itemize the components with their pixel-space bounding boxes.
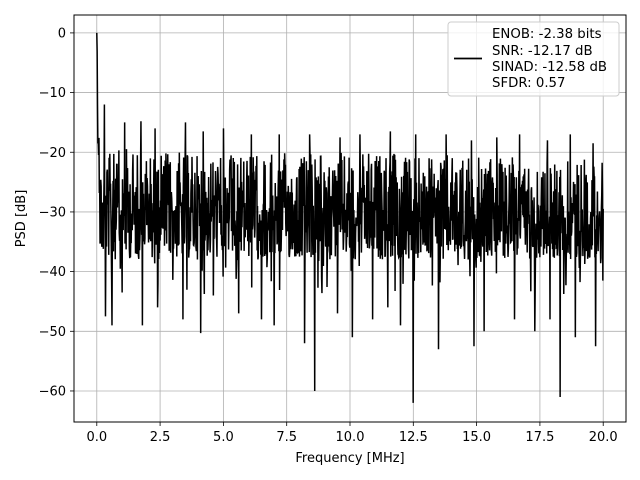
legend-line-snr: SNR: -12.17 dB — [492, 44, 593, 59]
x-tick-label: 17.5 — [525, 430, 554, 445]
x-tick-label: 7.5 — [276, 430, 297, 445]
y-tick-label: −30 — [39, 205, 66, 220]
psd-series-line — [96, 32, 604, 403]
legend-box — [447, 21, 620, 97]
x-axis-ticks: 0.0 2.5 5.0 7.5 10.0 12.5 15.0 17.5 20.0 — [86, 422, 618, 445]
y-axis-label: PSD [dB] — [14, 190, 29, 248]
y-tick-label: −10 — [39, 86, 66, 101]
legend-line-sinad: SINAD: -12.58 dB — [492, 60, 607, 75]
x-tick-label: 5.0 — [213, 430, 234, 445]
legend-line-enob: ENOB: -2.38 bits — [492, 27, 602, 42]
x-tick-label: 15.0 — [462, 430, 491, 445]
y-tick-label: −60 — [39, 384, 66, 399]
x-axis-label: Frequency [MHz] — [295, 451, 404, 466]
y-tick-label: −50 — [39, 325, 66, 340]
legend-line-sfdr: SFDR: 0.57 — [492, 76, 565, 91]
x-tick-label: 10.0 — [336, 430, 365, 445]
x-tick-label: 0.0 — [86, 430, 107, 445]
x-tick-label: 20.0 — [589, 430, 618, 445]
legend: ENOB: -2.38 bits SNR: -12.17 dB SINAD: -… — [447, 21, 620, 97]
y-tick-label: −20 — [39, 146, 66, 161]
y-tick-label: −40 — [39, 265, 66, 280]
x-tick-label: 12.5 — [399, 430, 428, 445]
y-tick-label: 0 — [58, 26, 66, 41]
y-axis-ticks: 0 −10 −20 −30 −40 −50 −60 — [39, 26, 74, 399]
x-tick-label: 2.5 — [150, 430, 171, 445]
plot-area — [96, 32, 604, 403]
